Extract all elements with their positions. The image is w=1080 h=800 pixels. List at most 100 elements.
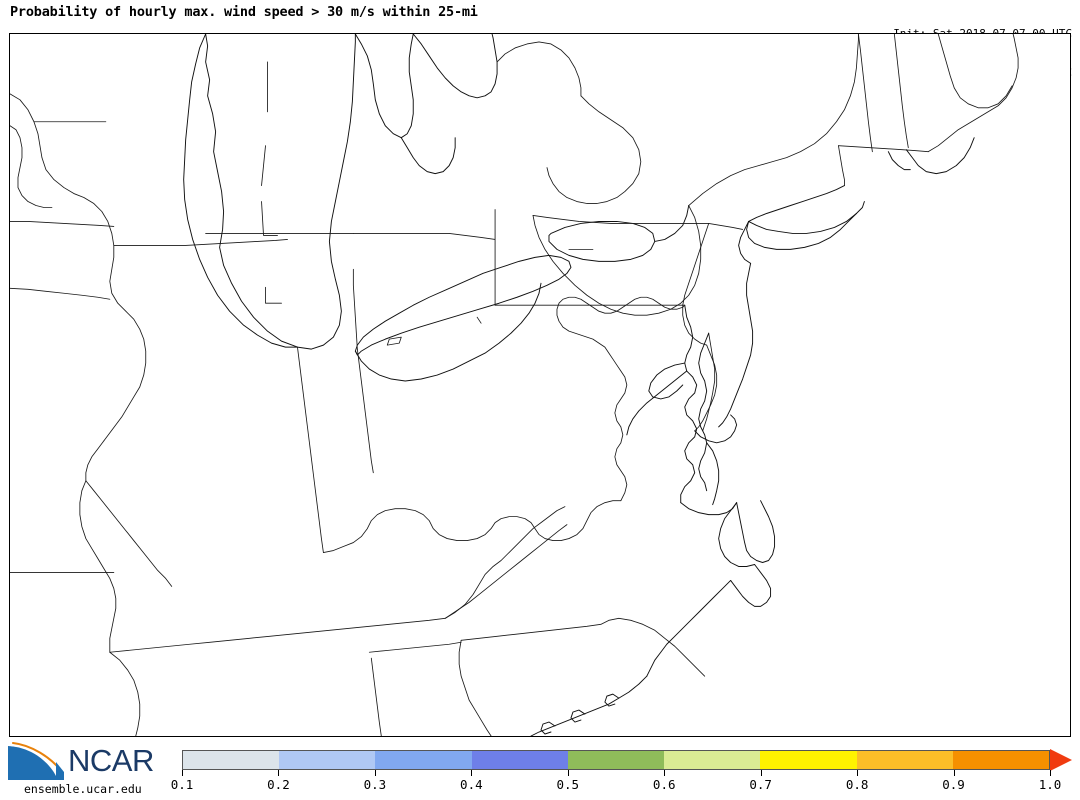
new-york-state-border [533, 206, 701, 316]
delaware-bay [695, 415, 737, 443]
northern-border-canada [689, 34, 859, 206]
michigan-peninsula-outline [355, 34, 413, 138]
maine-border [938, 34, 1012, 108]
outer-banks [737, 501, 775, 563]
colorbar-tick-7 [857, 770, 859, 776]
saginaw-bay [401, 138, 455, 174]
connecticut-coast [749, 186, 845, 222]
colorbar-tick-0 [182, 770, 183, 776]
colorbar-tick-1 [278, 770, 280, 776]
ohio-river-kentucky [323, 501, 620, 553]
colorbar-tick-label-3: 0.4 [460, 777, 483, 792]
chart-header: Probability of hourly max. wind speed > … [0, 0, 1080, 79]
colorbar-tick-label-7: 0.8 [845, 777, 869, 792]
long-island-tip [856, 202, 864, 214]
colorbar: 0.1 0.2 0.3 0.4 0.5 0.6 0.7 0.8 0.9 1.0 [171, 749, 1072, 796]
colorbar-tick-2 [374, 770, 376, 776]
colorbar-tick-4 [567, 770, 569, 776]
colorbar-tick-label-5: 0.6 [652, 777, 676, 792]
lake-ontario-outline [549, 221, 655, 261]
colorbar-segment-2 [375, 751, 472, 769]
virginia-coast [681, 503, 737, 515]
chesapeake-tributaries [649, 363, 685, 399]
ncar-url-label: ensemble.ucar.edu [24, 782, 142, 796]
cape-lookout [731, 564, 771, 606]
lake-michigan-outline [206, 34, 356, 349]
massachusetts-coast [928, 34, 1018, 152]
ohio-michigan-border [353, 233, 495, 239]
missouri-border-west [10, 288, 110, 299]
colorbar-segment-3 [471, 751, 568, 769]
pamlico-sound [719, 503, 755, 567]
illinois-indiana-border [297, 347, 323, 552]
colorbar-tick-label-2: 0.3 [363, 777, 387, 792]
mississippi-tennessee [110, 652, 140, 736]
iowa-border-north [10, 221, 114, 226]
cape-fear-coast [647, 580, 731, 676]
hudson-river-mouth [739, 221, 751, 263]
colorbar-tick-6 [760, 770, 762, 776]
lake-huron-north [497, 42, 581, 96]
nc-sc-border [461, 618, 705, 676]
chesapeake-bay-west [681, 305, 697, 502]
colorbar-segment-0 [183, 751, 280, 769]
illinois-missouri-border [86, 481, 172, 587]
lake-michigan-marker-3 [262, 202, 278, 236]
map-geography [10, 34, 1070, 736]
sc-georgia-border [459, 640, 491, 736]
tennessee-virginia-border [445, 525, 567, 619]
colorbar-extend-arrow [1050, 749, 1072, 771]
colorbar-gradient-bar [182, 750, 1050, 770]
ncar-logo[interactable]: NCAR ensemble.ucar.edu [6, 742, 174, 798]
iowa-missouri-border [86, 441, 104, 481]
georgia-north-border [369, 642, 461, 652]
delmarva-coast [707, 443, 719, 505]
potomac-river [627, 371, 687, 435]
cape-cod-coast [906, 138, 974, 174]
ncar-swoosh-icon [8, 742, 65, 780]
colorbar-tick-label-1: 0.2 [267, 777, 290, 792]
vt-ma-border [838, 146, 928, 152]
colorbar-tick-label-0: 0.1 [170, 777, 194, 792]
colorbar-segment-7 [856, 751, 953, 769]
kentucky-tennessee-border [110, 618, 445, 652]
colorbar-tick-label-4: 0.5 [556, 777, 580, 792]
tennessee-north-carolina [445, 507, 565, 619]
georgian-bay-west [547, 96, 641, 204]
new-jersey-coast [719, 263, 753, 427]
sc-coast-detail-1 [605, 694, 619, 706]
colorbar-segment-6 [760, 751, 857, 769]
sc-coast-detail-3 [541, 722, 555, 734]
lake-erie-mark [477, 317, 481, 323]
mississippi-river-west [80, 481, 116, 653]
ncar-wordmark: NCAR [68, 743, 154, 778]
colorbar-tick-label-9: 1.0 [1038, 777, 1062, 792]
colorbar-tick-8 [953, 770, 955, 776]
colorbar-tick-5 [664, 770, 666, 776]
sc-coast-detail-2 [571, 710, 585, 722]
long-island-south-shore [747, 213, 857, 249]
west-virginia-border [557, 297, 685, 500]
minnesota-wisconsin-border [10, 94, 146, 441]
lake-erie-south-shore [355, 283, 541, 381]
west-edge-states [10, 126, 52, 208]
indiana-ohio-border [353, 269, 373, 472]
long-island-north-shore [749, 213, 857, 233]
wisconsin-illinois-border [114, 239, 288, 245]
lake-erie-islands [387, 337, 401, 345]
colorbar-segment-4 [567, 751, 665, 769]
colorbar-tick-axis: 0.1 0.2 0.3 0.4 0.5 0.6 0.7 0.8 0.9 1.0 [171, 770, 1061, 796]
lake-michigan-marker-4 [266, 287, 282, 303]
colorbar-tick-3 [471, 770, 473, 776]
vermont-nh-border [894, 34, 908, 148]
ny-vt-border [858, 34, 872, 152]
lake-michigan-west-shore [184, 34, 298, 347]
colorbar-tick-label-8: 0.9 [942, 777, 965, 792]
page-title: Probability of hourly max. wind speed > … [10, 4, 478, 20]
lake-erie-outline [355, 255, 571, 355]
connecticut-border [838, 146, 844, 186]
south-carolina-coast [531, 676, 647, 736]
alabama-mississippi-border [371, 658, 381, 736]
lake-ontario-outlet [655, 206, 689, 242]
delaware-state-line [703, 333, 715, 431]
